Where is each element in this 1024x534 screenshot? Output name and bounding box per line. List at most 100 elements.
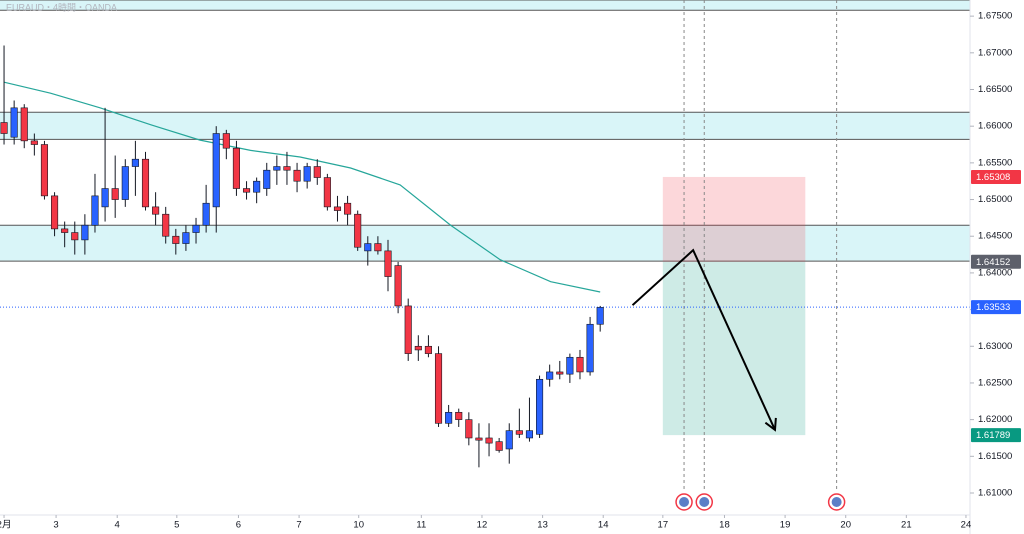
candle-body: [283, 166, 291, 171]
zone: [0, 225, 970, 262]
candle-body: [374, 243, 382, 252]
price-tag-label: 1.63533: [976, 302, 1010, 313]
candle-body: [0, 122, 8, 134]
price-tag-label: 1.64152: [976, 257, 1010, 268]
y-tick-label: 1.62000: [978, 414, 1012, 425]
x-tick-label: 4: [115, 520, 120, 531]
candle-body: [596, 307, 604, 325]
x-tick-label: 7: [296, 520, 301, 531]
y-tick-label: 1.61500: [978, 451, 1012, 462]
x-tick-label: 6: [236, 520, 241, 531]
x-tick-label: 2月: [0, 520, 11, 531]
candle-body: [465, 419, 473, 439]
zone: [0, 112, 970, 140]
x-tick-label: 13: [537, 520, 548, 531]
candle-body: [546, 371, 554, 380]
x-tick-label: 21: [901, 520, 912, 531]
x-tick-label: 12: [477, 520, 488, 531]
candle-body: [263, 169, 271, 189]
candle-body: [525, 430, 534, 439]
event-icon-inner: [831, 497, 842, 507]
price-tag: [971, 428, 1021, 443]
moving-average: [3, 81, 601, 293]
stop-area: [662, 176, 806, 262]
candle-body: [445, 411, 453, 424]
candle-body: [182, 232, 190, 244]
candle-body: [121, 166, 129, 200]
candle-body: [556, 371, 564, 375]
projection-arrow: [631, 248, 776, 431]
x-tick-label: 20: [840, 520, 851, 531]
candle-body: [30, 140, 38, 145]
candle-body: [71, 232, 79, 241]
candle-body: [293, 169, 301, 182]
candle-body: [101, 188, 109, 208]
y-tick-label: 1.63000: [978, 341, 1012, 352]
candle-body: [152, 206, 160, 215]
x-tick-label: 24: [961, 520, 972, 531]
candle-body: [323, 177, 331, 208]
candle-body: [313, 166, 321, 178]
price-tag: [971, 300, 1021, 315]
chart-title: EURAUD・4時間・OANDA: [6, 2, 117, 12]
y-tick-label: 1.65500: [978, 157, 1012, 168]
candle-body: [364, 243, 372, 252]
price-tag: [971, 254, 1021, 269]
candle-body: [10, 107, 18, 138]
candle-body: [141, 158, 150, 208]
candle-body: [172, 235, 180, 244]
x-tick-label: 17: [658, 520, 669, 531]
candle-body: [273, 166, 281, 171]
candle-body: [222, 133, 230, 149]
candle-body: [344, 202, 352, 215]
y-tick-label: 1.64500: [978, 231, 1012, 242]
candle-body: [485, 437, 493, 444]
x-tick-label: 19: [780, 520, 791, 531]
plot-area: [0, 0, 970, 511]
candle-body: [404, 305, 412, 354]
candle-body: [424, 345, 432, 354]
x-tick-label: 18: [719, 520, 730, 531]
candle-body: [212, 133, 220, 208]
candle-body: [51, 195, 59, 230]
candle-body: [515, 430, 523, 435]
x-tick-label: 10: [353, 520, 364, 531]
candle-body: [40, 144, 49, 197]
candle-body: [566, 356, 574, 375]
candle-body: [586, 323, 594, 373]
candle-body: [434, 353, 443, 424]
arrow-head: [764, 417, 777, 432]
candle-body: [111, 188, 119, 200]
zone: [0, 0, 970, 11]
event-icon-inner: [699, 497, 710, 507]
y-tick-label: 1.62500: [978, 377, 1012, 388]
y-tick-label: 1.67000: [978, 47, 1012, 58]
candle-body: [333, 206, 342, 211]
candle-body: [91, 195, 99, 226]
y-tick-label: 1.64000: [978, 267, 1012, 278]
y-tick-label: 1.66000: [978, 121, 1012, 132]
x-tick-label: 11: [416, 520, 426, 531]
candle-body: [303, 166, 311, 182]
candle-body: [202, 202, 210, 226]
price-tag-label: 1.61789: [976, 430, 1010, 441]
candle-body: [81, 224, 89, 241]
candle-body: [576, 356, 584, 373]
candle-body: [475, 437, 483, 441]
y-tick-label: 1.61000: [978, 488, 1012, 499]
candle-body: [232, 147, 240, 189]
x-tick-label: 3: [53, 520, 58, 531]
candle-body: [192, 224, 200, 233]
event-icon-inner: [679, 497, 690, 507]
candle-body: [162, 213, 170, 237]
price-tag-label: 1.65308: [976, 172, 1010, 183]
candle-body: [354, 213, 362, 248]
candle-body: [414, 345, 422, 351]
candle-body: [384, 250, 392, 277]
candle-body: [455, 411, 463, 420]
candle-body: [495, 441, 503, 451]
y-tick-label: 1.65000: [978, 194, 1012, 205]
candle-body: [394, 265, 402, 307]
